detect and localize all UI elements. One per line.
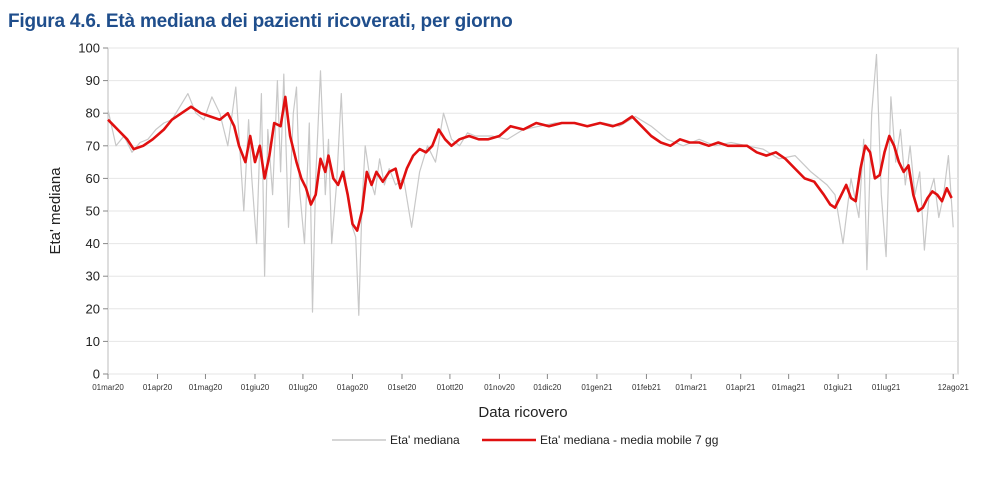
x-tick-label: 01mag21 — [772, 383, 806, 392]
y-tick-label: 20 — [86, 301, 100, 316]
x-tick-label: 01apr20 — [143, 383, 173, 392]
y-axis-ticks: 0 10 20 30 40 50 60 70 80 90 100 — [78, 41, 108, 382]
x-tick-label: 12ago21 — [938, 383, 970, 392]
x-tick-label: 01nov20 — [484, 383, 515, 392]
x-tick-label: 01mar20 — [92, 383, 124, 392]
y-tick-label: 90 — [86, 73, 100, 88]
y-tick-label: 70 — [86, 138, 100, 153]
y-tick-label: 80 — [86, 106, 100, 121]
x-tick-label: 01gen21 — [581, 383, 613, 392]
y-tick-label: 60 — [86, 171, 100, 186]
series-layer — [107, 53, 954, 316]
figure-title: Figura 4.6. Età mediana dei pazienti ric… — [8, 11, 513, 32]
x-tick-label: 01mag20 — [189, 383, 223, 392]
x-tick-label: 01giu21 — [824, 383, 853, 392]
x-tick-label: 01lug20 — [289, 383, 318, 392]
y-tick-label: 0 — [93, 367, 100, 382]
x-tick-label: 01lug21 — [872, 383, 901, 392]
x-tick-label: 01dic20 — [533, 383, 562, 392]
x-axis-ticks: 01mar20 01apr20 01mag20 01giu20 01lug20 01ago… — [92, 374, 969, 392]
y-tick-label: 30 — [86, 269, 100, 284]
series-line-media-mobile — [107, 95, 953, 232]
y-tick-label: 40 — [86, 236, 100, 251]
x-tick-label: 01ago20 — [337, 383, 369, 392]
legend-label-eta-mediana: Eta' mediana — [390, 433, 460, 447]
x-tick-label: 01set20 — [388, 383, 417, 392]
y-axis-label: Eta' mediana — [47, 167, 64, 255]
x-tick-label: 01ott20 — [437, 383, 464, 392]
legend: Eta' mediana Eta' mediana - media mobile… — [332, 433, 718, 447]
x-axis-label: Data ricovero — [478, 404, 567, 421]
y-tick-label: 100 — [78, 41, 100, 56]
x-tick-label: 01apr21 — [726, 383, 756, 392]
x-tick-label: 01mar21 — [675, 383, 707, 392]
legend-label-media-mobile: Eta' mediana - media mobile 7 gg — [540, 433, 718, 447]
x-tick-label: 01giu20 — [241, 383, 270, 392]
y-tick-label: 50 — [86, 204, 100, 219]
x-tick-label: 01feb21 — [632, 383, 661, 392]
y-tick-label: 10 — [86, 334, 100, 349]
